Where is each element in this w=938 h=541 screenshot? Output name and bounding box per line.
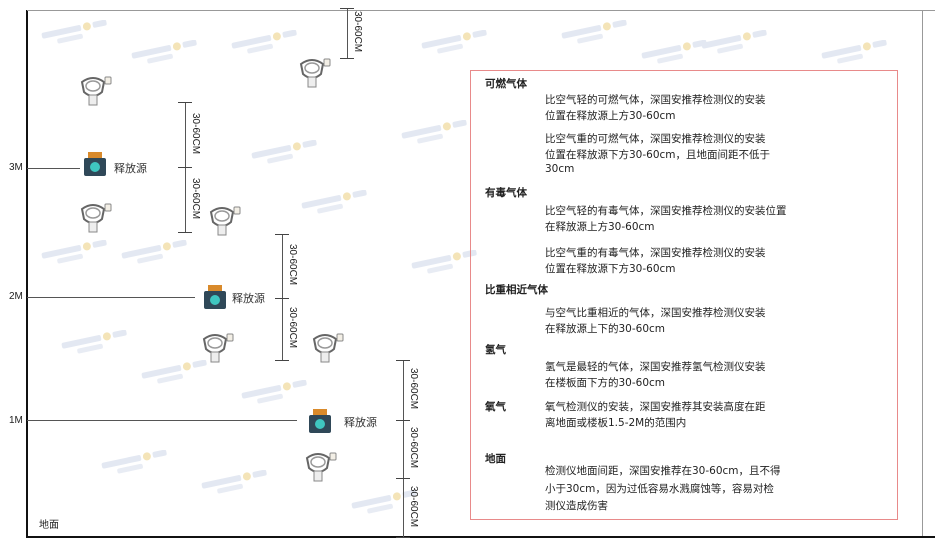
legend-text-line: 与空气比重相近的气体，深国安推荐检测仪安装: [545, 307, 766, 319]
watermark-logo: [200, 469, 270, 500]
watermark-logo: [420, 29, 490, 60]
gas-detector-icon: [303, 450, 337, 488]
watermark-logo: [40, 19, 110, 50]
dimension-label: 30-60CM: [408, 368, 419, 410]
watermark-logo: [60, 329, 130, 360]
legend-text-line: 比空气轻的有毒气体，深国安推荐检测仪的安装位置: [545, 205, 787, 217]
level-2m-label: 2M: [9, 291, 23, 302]
watermark-logo: [400, 119, 470, 150]
legend-text-line: 比空气重的有毒气体，深国安推荐检测仪的安装: [545, 247, 766, 259]
watermark-logo: [230, 29, 300, 60]
gas-source-icon: [309, 409, 331, 433]
watermark-logo: [820, 39, 890, 70]
legend-heading: 可燃气体: [485, 78, 527, 90]
gas-detector-icon: [78, 201, 112, 239]
level-1m-label: 1M: [9, 415, 23, 426]
legend-text-line: 小于30cm，因为过低容易水溅腐蚀等，容易对检: [545, 483, 774, 495]
legend-text-line: 比空气轻的可燃气体，深国安推荐检测仪的安装: [545, 94, 766, 106]
watermark-logo: [40, 239, 110, 270]
dimension-label: 30-60CM: [287, 307, 298, 349]
watermark-logo: [100, 449, 170, 480]
legend-text-line: 检测仪地面间距，深国安推荐在30-60cm，且不得: [545, 465, 781, 477]
legend-heading: 氢气: [485, 344, 506, 356]
legend-heading: 比重相近气体: [485, 284, 548, 296]
legend-text-line: 比空气重的可燃气体，深国安推荐检测仪的安装: [545, 133, 766, 145]
legend-text-line: 位置在释放源上方30-60cm: [545, 110, 676, 122]
dimension-label: 30-60CM: [352, 11, 363, 53]
watermark-logo: [640, 39, 710, 70]
legend-text-line: 氧气检测仪的安装，深国安推荐其安装高度在距: [545, 401, 766, 413]
legend-text-line: 位置在释放源下方30-60cm: [545, 263, 676, 275]
dimension-label: 30-60CM: [408, 485, 419, 527]
legend-heading: 氧气: [485, 401, 506, 413]
level-2m-line: [27, 297, 195, 298]
legend-text-line: 在楼板面下方的30-60cm: [545, 377, 666, 389]
ceiling-line: [27, 10, 935, 11]
legend-text-line: 30cm: [545, 163, 575, 175]
watermark-logo: [700, 29, 770, 60]
legend-text-line: 氢气是最轻的气体，深国安推荐氢气检测仪安装: [545, 361, 766, 373]
right-wall-line: [922, 10, 923, 538]
watermark-logo: [250, 139, 320, 170]
dimension-label: 30-60CM: [408, 427, 419, 469]
watermark-logo: [120, 239, 190, 270]
gas-source-icon: [204, 285, 226, 309]
legend-heading: 地面: [485, 453, 506, 465]
dimension-label: 30-60CM: [287, 244, 298, 286]
legend-text-line: 位置在释放源下方30-60cm，且地面间距不低于: [545, 149, 771, 161]
legend-box: [470, 70, 898, 520]
level-3m-line: [27, 168, 80, 169]
legend-text-line: 测仪造成伤害: [545, 500, 608, 512]
legend-heading: 有毒气体: [485, 187, 527, 199]
legend-text-line: 在释放源上下的30-60cm: [545, 323, 666, 335]
watermark-logo: [130, 39, 200, 70]
level-3m-label: 3M: [9, 162, 23, 173]
source-label: 释放源: [344, 416, 377, 429]
source-label: 释放源: [232, 292, 265, 305]
source-label: 释放源: [114, 162, 147, 175]
level-1m-line: [27, 420, 297, 421]
gas-detector-icon: [297, 56, 331, 94]
gas-detector-icon: [207, 204, 241, 242]
legend-text-line: 离地面或楼板1.5-2M的范围内: [545, 417, 687, 429]
dimension-label: 30-60CM: [190, 112, 201, 154]
watermark-logo: [560, 19, 630, 50]
gas-detector-icon: [200, 331, 234, 369]
gas-source-icon: [84, 152, 106, 176]
floor-line: [27, 536, 935, 538]
ground-label: 地面: [39, 520, 59, 531]
watermark-logo: [240, 379, 310, 410]
dimension-label: 30-60CM: [190, 177, 201, 219]
gas-detector-icon: [310, 331, 344, 369]
wall-line: [26, 10, 28, 538]
watermark-logo: [300, 189, 370, 220]
legend-text-line: 在释放源上方30-60cm: [545, 221, 655, 233]
gas-detector-icon: [78, 74, 112, 112]
